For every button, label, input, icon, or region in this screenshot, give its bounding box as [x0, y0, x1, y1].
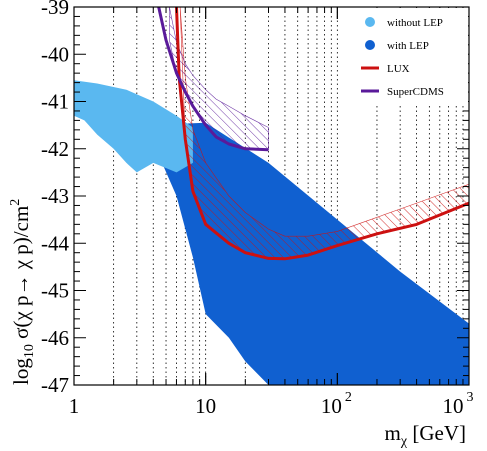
x-axis-title: mχ [GeV] — [385, 421, 466, 449]
x-tick-label: 10 — [195, 394, 216, 418]
x-tick-label: 10 — [443, 394, 464, 418]
x-tick-label: 10 — [321, 394, 342, 418]
legend-box — [356, 8, 468, 105]
legend-marker — [365, 40, 375, 50]
y-tick-label: -46 — [41, 326, 69, 350]
y-axis-title: log10 σ(χ p→ χ p)/cm2 — [8, 199, 37, 385]
y-tick-label: -45 — [41, 279, 69, 303]
y-tick-label: -44 — [41, 231, 69, 255]
legend: without LEP with LEP LUX SuperCDMS — [356, 8, 468, 105]
y-tick-label: -47 — [41, 373, 69, 397]
legend-label: LUX — [387, 63, 410, 75]
limit-curves — [157, 7, 469, 261]
curve-lux — [175, 7, 469, 261]
y-tick-label: -43 — [41, 184, 69, 208]
curve-supercdms — [157, 7, 269, 152]
legend-label: SuperCDMS — [387, 86, 444, 98]
x-tick-labels: 1 10 10 2 10 3 — [69, 390, 474, 418]
legend-label: without LEP — [387, 17, 443, 29]
y-tick-label: -39 — [41, 0, 69, 19]
x-tick-label-exponent: 3 — [467, 390, 474, 405]
y-tick-labels: -47 -46 -45 -44 -43 -42 -41 -40 -39 — [41, 0, 69, 397]
axis-ticks — [73, 6, 470, 386]
legend-marker — [365, 17, 375, 27]
y-tick-label: -42 — [41, 137, 69, 161]
x-tick-label-exponent: 2 — [345, 390, 352, 405]
y-tick-label: -40 — [41, 42, 69, 66]
region-without-lep — [74, 80, 193, 173]
y-tick-label: -41 — [41, 90, 69, 114]
legend-label: with LEP — [387, 40, 429, 52]
x-tick-label: 1 — [69, 394, 80, 418]
